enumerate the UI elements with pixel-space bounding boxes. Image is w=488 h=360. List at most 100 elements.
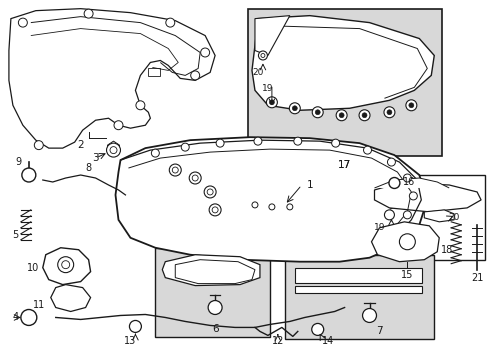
Polygon shape bbox=[175, 260, 254, 284]
Text: 12: 12 bbox=[271, 336, 284, 346]
Circle shape bbox=[110, 147, 117, 154]
Polygon shape bbox=[251, 15, 433, 110]
Circle shape bbox=[293, 137, 301, 145]
Circle shape bbox=[358, 110, 369, 121]
Circle shape bbox=[129, 320, 141, 332]
Circle shape bbox=[61, 261, 69, 269]
Circle shape bbox=[200, 48, 209, 57]
Circle shape bbox=[253, 137, 262, 145]
Polygon shape bbox=[424, 210, 453, 222]
Circle shape bbox=[165, 18, 174, 27]
Text: 6: 6 bbox=[211, 324, 218, 334]
Circle shape bbox=[266, 97, 277, 108]
Text: 13: 13 bbox=[124, 336, 136, 346]
Circle shape bbox=[114, 121, 122, 130]
Circle shape bbox=[384, 210, 394, 220]
Circle shape bbox=[363, 146, 371, 154]
Circle shape bbox=[399, 234, 414, 250]
Circle shape bbox=[25, 171, 32, 179]
Bar bbox=[294, 268, 422, 283]
Text: 19: 19 bbox=[373, 223, 385, 232]
Circle shape bbox=[251, 202, 258, 208]
Circle shape bbox=[189, 172, 201, 184]
Circle shape bbox=[212, 207, 218, 213]
Circle shape bbox=[430, 212, 436, 218]
Circle shape bbox=[403, 174, 410, 182]
Text: 20: 20 bbox=[447, 213, 459, 222]
Circle shape bbox=[405, 100, 416, 111]
Circle shape bbox=[311, 323, 323, 336]
Circle shape bbox=[216, 139, 224, 147]
Circle shape bbox=[386, 158, 395, 166]
Text: 1: 1 bbox=[306, 180, 312, 190]
Circle shape bbox=[84, 9, 93, 18]
Circle shape bbox=[403, 211, 410, 219]
Circle shape bbox=[315, 110, 320, 115]
Bar bbox=[247, 9, 441, 156]
Bar bbox=[294, 285, 422, 293]
Circle shape bbox=[34, 141, 43, 150]
Text: 19: 19 bbox=[262, 84, 273, 93]
Circle shape bbox=[169, 164, 181, 176]
Circle shape bbox=[331, 139, 339, 147]
Bar bbox=[155, 248, 269, 337]
Polygon shape bbox=[51, 285, 90, 311]
Circle shape bbox=[292, 106, 297, 111]
Text: 7: 7 bbox=[375, 327, 382, 336]
Circle shape bbox=[386, 212, 391, 217]
Text: 20: 20 bbox=[252, 68, 263, 77]
Circle shape bbox=[21, 310, 37, 325]
Polygon shape bbox=[374, 183, 480, 212]
Text: 9: 9 bbox=[16, 157, 22, 167]
Circle shape bbox=[286, 204, 292, 210]
Circle shape bbox=[190, 71, 199, 80]
Bar bbox=[285, 255, 433, 339]
Text: 4: 4 bbox=[13, 312, 19, 323]
Circle shape bbox=[361, 113, 366, 118]
Polygon shape bbox=[254, 15, 289, 55]
Polygon shape bbox=[115, 137, 427, 262]
Circle shape bbox=[408, 192, 416, 200]
Circle shape bbox=[388, 177, 399, 189]
Polygon shape bbox=[42, 248, 90, 285]
Text: 2: 2 bbox=[77, 140, 84, 150]
Text: 15: 15 bbox=[400, 270, 413, 280]
Circle shape bbox=[209, 204, 221, 216]
Polygon shape bbox=[9, 9, 215, 148]
Circle shape bbox=[258, 51, 267, 60]
Text: 17: 17 bbox=[337, 160, 350, 170]
Circle shape bbox=[19, 18, 27, 27]
Circle shape bbox=[362, 309, 376, 323]
Polygon shape bbox=[374, 178, 448, 188]
Text: 3: 3 bbox=[92, 153, 99, 163]
Circle shape bbox=[203, 186, 216, 198]
Text: 14: 14 bbox=[321, 336, 333, 346]
Text: 5: 5 bbox=[12, 230, 18, 240]
Text: 18: 18 bbox=[440, 245, 452, 255]
Circle shape bbox=[383, 107, 394, 118]
Bar bbox=[101, 50, 118, 60]
Circle shape bbox=[151, 149, 159, 157]
Polygon shape bbox=[371, 222, 438, 262]
Text: 21: 21 bbox=[470, 273, 482, 283]
Text: 8: 8 bbox=[85, 163, 91, 173]
Circle shape bbox=[192, 175, 198, 181]
Bar bbox=[367, 175, 484, 260]
Polygon shape bbox=[107, 141, 119, 150]
Bar bbox=[148, 68, 160, 76]
Circle shape bbox=[207, 189, 213, 195]
Circle shape bbox=[393, 228, 401, 236]
Circle shape bbox=[269, 100, 274, 105]
Circle shape bbox=[335, 110, 346, 121]
Circle shape bbox=[339, 113, 344, 118]
Circle shape bbox=[25, 314, 33, 321]
Text: 11: 11 bbox=[33, 300, 45, 310]
Circle shape bbox=[136, 101, 144, 110]
Circle shape bbox=[408, 103, 413, 108]
Polygon shape bbox=[162, 255, 260, 285]
Circle shape bbox=[208, 301, 222, 315]
Circle shape bbox=[58, 257, 74, 273]
Circle shape bbox=[22, 168, 36, 182]
Circle shape bbox=[268, 204, 274, 210]
Circle shape bbox=[172, 167, 178, 173]
